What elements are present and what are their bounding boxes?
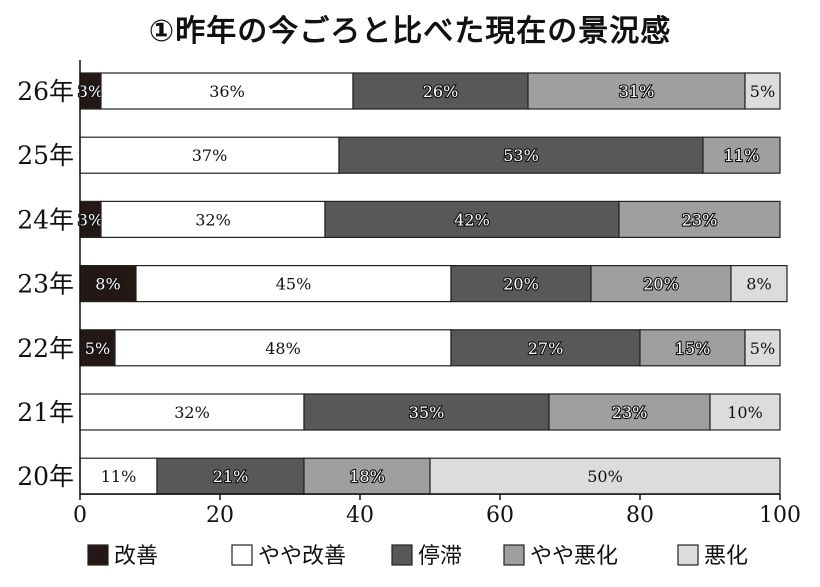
- data-label: 3%: [78, 210, 103, 229]
- category-label: 20年: [17, 462, 74, 491]
- data-label: 20%: [503, 275, 539, 294]
- legend-label: やや改善: [258, 544, 346, 569]
- legend-swatch: [231, 544, 253, 566]
- data-label: 23%: [682, 210, 718, 229]
- data-label: 26%: [423, 82, 459, 101]
- data-label: 35%: [409, 403, 445, 422]
- data-label: 5%: [750, 339, 775, 358]
- bar-segment: [100, 200, 326, 238]
- data-label: 3%: [78, 82, 103, 101]
- x-tick-label: 100: [759, 503, 801, 528]
- legend-swatch: [677, 544, 699, 566]
- data-label: 48%: [265, 339, 301, 358]
- data-label: 20%: [643, 275, 679, 294]
- data-label: 18%: [349, 467, 385, 486]
- data-label: 37%: [192, 146, 228, 165]
- data-label: 32%: [195, 210, 231, 229]
- category-label: 23年: [17, 270, 74, 299]
- data-label: 15%: [675, 339, 711, 358]
- bar-segment: [744, 329, 781, 367]
- bars-layer: 26年 3% 36% 26% 31% 5%25年 37% 53% 11%24年 3% 32% 42% 2…: [17, 72, 788, 495]
- legend-swatch: [87, 544, 109, 566]
- legend-label: 悪化: [704, 544, 748, 569]
- category-label: 21年: [17, 398, 74, 427]
- data-label: 10%: [727, 403, 763, 422]
- data-label: 53%: [503, 146, 539, 165]
- legend-label: 停滞: [418, 544, 462, 569]
- category-label: 26年: [17, 77, 74, 106]
- bar-segment: [730, 265, 788, 303]
- data-label: 11%: [101, 467, 137, 486]
- bar-segment: [303, 457, 431, 495]
- x-tick-label: 40: [346, 503, 374, 528]
- x-tick-label: 60: [486, 503, 514, 528]
- data-label: 31%: [619, 82, 655, 101]
- bar-segment: [79, 393, 305, 431]
- data-label: 27%: [528, 339, 564, 358]
- legend-label: やや悪化: [530, 544, 618, 569]
- bar-segment: [709, 393, 781, 431]
- x-tick-label: 80: [626, 503, 654, 528]
- data-label: 45%: [276, 275, 312, 294]
- category-label: 24年: [17, 205, 74, 234]
- category-label: 25年: [17, 141, 74, 170]
- legend: 改善 やや改善 停滞 やや悪化 悪化: [87, 544, 748, 569]
- bar-segment: [79, 136, 340, 174]
- bar-segment: [450, 329, 641, 367]
- legend-label: 改善: [114, 544, 158, 569]
- data-label: 11%: [724, 146, 760, 165]
- data-label: 21%: [213, 467, 249, 486]
- data-label: 8%: [746, 275, 771, 294]
- category-label: 22年: [17, 334, 74, 363]
- data-label: 23%: [612, 403, 648, 422]
- data-label: 5%: [85, 339, 110, 358]
- legend-swatch: [391, 544, 413, 566]
- bar-segment: [744, 72, 781, 110]
- bar-segment: [639, 329, 746, 367]
- bar-segment: [618, 200, 781, 238]
- x-tick-label: 0: [73, 503, 87, 528]
- bar-segment: [429, 457, 781, 495]
- bar-segment: [702, 136, 781, 174]
- bar-segment: [114, 329, 452, 367]
- data-label: 42%: [454, 210, 490, 229]
- x-axis: 0 20 40 60 80 100: [73, 60, 801, 528]
- data-label: 32%: [174, 403, 210, 422]
- chart-title: ①昨年の今ごろと比べた現在の景況感: [148, 14, 672, 49]
- bar-segment: [450, 265, 592, 303]
- data-label: 36%: [209, 82, 245, 101]
- bar-segment: [548, 393, 711, 431]
- data-label: 50%: [587, 467, 623, 486]
- data-label: 8%: [95, 275, 120, 294]
- bar-segment: [79, 457, 158, 495]
- data-label: 5%: [750, 82, 775, 101]
- bar-segment: [156, 457, 305, 495]
- bar-segment: [100, 72, 354, 110]
- bar-segment: [324, 200, 620, 238]
- legend-swatch: [503, 544, 525, 566]
- bar-segment: [79, 265, 137, 303]
- bar-segment: [338, 136, 704, 174]
- bar-segment: [303, 393, 550, 431]
- x-tick-label: 20: [206, 503, 234, 528]
